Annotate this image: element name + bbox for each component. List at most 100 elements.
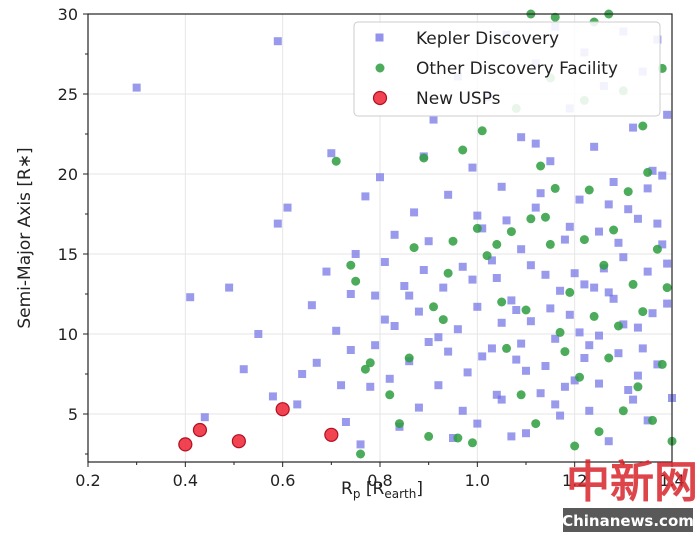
other-facility-point [438,315,448,325]
other-facility-point [638,121,648,131]
kepler-point [570,269,579,278]
kepler-point [405,291,414,300]
kepler-point [424,237,433,246]
watermark-chinese: 中新网 [566,457,698,508]
kepler-point [332,326,341,335]
other-facility-point [531,419,541,429]
kepler-point [312,358,321,367]
kepler-point [385,374,394,383]
kepler-point [526,261,535,270]
kepler-point [293,400,302,409]
legend-marker-other [375,63,385,73]
kepler-point [629,395,638,404]
other-facility-point [657,359,667,369]
other-facility-point [477,126,487,136]
kepler-point [580,280,589,289]
other-facility-point [526,214,536,224]
kepler-point [497,182,506,191]
kepler-point [444,190,453,199]
kepler-point [629,123,638,132]
new-usp-point [231,434,246,449]
other-facility-point [570,441,580,451]
watermark: 中新网 Chinanews.com [562,457,698,532]
y-axis-label: Semi-Major Axis [R∗] [15,147,35,328]
other-facility-point [609,225,619,235]
new-usp-point [324,427,339,442]
other-facility-point [516,390,526,400]
other-facility-point [409,243,419,253]
kepler-point [507,432,516,441]
kepler-point [609,178,618,186]
x-tick-label: 0.8 [367,471,392,490]
kepler-point [585,406,594,415]
other-facility-point [429,302,439,312]
kepler-point [663,259,672,268]
kepler-point [273,37,282,46]
other-facility-point [404,353,414,363]
kepler-point [595,227,603,236]
kepler-point [186,293,195,302]
other-facility-point [443,268,453,278]
y-tick-label: 5 [68,405,78,424]
other-facility-point [648,415,658,425]
kepler-point [439,283,448,292]
legend: Kepler Discovery Other Discovery Facilit… [353,21,661,117]
kepler-point [643,416,652,425]
kepler-point [658,240,667,249]
kepler-point [239,365,248,374]
kepler-point [458,406,467,415]
kepler-point [410,208,419,217]
kepler-point [609,294,618,303]
kepler-point [653,219,662,228]
other-facility-point [419,153,429,163]
x-axis-label-bracket-close: ] [416,479,423,499]
kepler-point [653,360,662,369]
y-tick-label: 30 [58,5,78,24]
kepler-point [565,310,574,319]
kepler-point [376,173,384,182]
other-facility-point [575,372,585,382]
kepler-point [400,282,409,290]
kepler-point [604,200,613,209]
x-axis-label-bracket-sub: earth [384,487,416,501]
kepler-point [536,189,545,198]
x-tick-label: 1.2 [562,471,587,490]
kepler-point [346,346,355,354]
other-facility-point [521,305,531,315]
kepler-point [575,195,584,204]
kepler-point [200,413,209,422]
kepler-point [434,381,443,390]
other-facility-point [394,419,404,429]
kepler-point [590,142,599,151]
kepler-point [273,219,282,228]
kepler-point [487,344,496,353]
other-facility-point [492,239,502,249]
kepler-point [541,270,550,279]
legend-label-other: Other Discovery Facility [416,59,618,79]
kepler-point [536,389,545,398]
other-facility-point [482,251,492,261]
other-facility-point [550,12,560,22]
kepler-point [366,382,375,391]
other-facility-point [448,236,458,246]
other-facility-point [584,185,594,195]
kepler-point [298,370,307,378]
other-facility-point [594,427,604,437]
kepler-point [458,262,467,271]
kepler-point [444,347,453,356]
x-tick-label: 0.2 [75,471,100,490]
new-usp-point [275,402,290,417]
kepler-point [595,331,603,340]
kepler-point [624,386,633,394]
kepler-point [492,390,501,399]
kepler-point [307,301,316,310]
legend-box [353,21,661,117]
kepler-point [225,283,234,292]
other-facility-point [540,212,550,222]
other-facility-point [628,279,638,289]
kepler-point [633,323,642,332]
y-tick-label: 10 [58,325,78,344]
kepler-point [492,274,501,282]
legend-marker-usp [372,90,388,106]
